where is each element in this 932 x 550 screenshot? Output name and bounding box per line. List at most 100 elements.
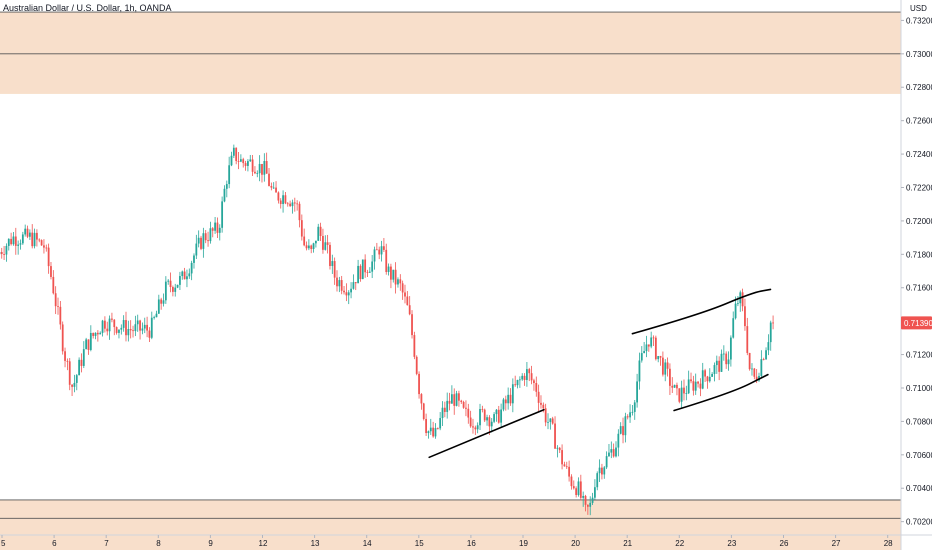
candle-body xyxy=(636,381,638,403)
candle xyxy=(375,242,378,251)
candle xyxy=(373,246,376,270)
candle xyxy=(33,228,36,249)
candle-body xyxy=(268,173,270,186)
candle xyxy=(61,321,64,355)
candle-body xyxy=(722,353,725,355)
trendline-1[interactable] xyxy=(428,408,545,459)
candle xyxy=(143,317,146,334)
candle xyxy=(209,221,212,244)
candle-body xyxy=(275,187,277,193)
candle-body xyxy=(150,317,153,338)
candle-body xyxy=(521,375,524,380)
candle xyxy=(523,373,526,386)
candle xyxy=(132,325,134,338)
candle-body xyxy=(19,243,22,245)
candle-body xyxy=(460,400,463,403)
candle xyxy=(129,320,132,339)
candle-body xyxy=(249,159,252,162)
candle xyxy=(411,310,413,339)
zone-4 xyxy=(0,518,901,550)
candle xyxy=(247,159,249,172)
candle-body xyxy=(425,418,427,434)
candle-body xyxy=(364,259,367,273)
candle xyxy=(92,332,95,339)
candle-body xyxy=(537,391,540,403)
candle xyxy=(762,357,765,361)
candle xyxy=(591,492,594,505)
candle xyxy=(193,253,195,269)
candle xyxy=(75,374,78,391)
candle-body xyxy=(772,322,774,324)
candle-body xyxy=(500,409,503,423)
candle-body xyxy=(237,161,240,162)
candle-body xyxy=(654,337,657,360)
candle-body xyxy=(547,421,549,423)
candle xyxy=(673,384,676,388)
candle-body xyxy=(483,409,486,421)
candle xyxy=(0,247,3,259)
candle-body xyxy=(5,245,8,255)
candle-body xyxy=(73,382,76,387)
candle xyxy=(120,324,123,335)
candle-body xyxy=(737,303,739,305)
candle xyxy=(254,166,256,175)
candle xyxy=(329,242,331,270)
candle-body xyxy=(664,362,667,375)
candle-body xyxy=(706,376,709,382)
candle-body xyxy=(591,497,594,503)
candle xyxy=(694,373,697,395)
candle xyxy=(711,372,714,377)
candle-body xyxy=(157,299,160,314)
time-tick-label: 20 xyxy=(571,539,580,548)
time-axis[interactable]: 5 6 7 8 9 12 13 14 15 16 19 20 21 22 23 26 27 28 xyxy=(1,535,893,548)
candle xyxy=(183,267,186,280)
candle xyxy=(195,234,198,260)
candle-body xyxy=(612,449,615,457)
trendlines-layer[interactable] xyxy=(428,288,772,459)
candle xyxy=(200,235,202,251)
candle xyxy=(530,365,533,385)
candle xyxy=(19,239,22,250)
candle xyxy=(164,276,167,304)
candle xyxy=(443,401,446,418)
candle xyxy=(669,363,671,395)
candle-body xyxy=(239,159,242,162)
candle-body xyxy=(279,200,282,204)
candle xyxy=(570,474,573,490)
candle xyxy=(52,270,55,295)
candle-body xyxy=(354,282,357,284)
candle-body xyxy=(765,350,767,360)
candle-body xyxy=(277,192,280,201)
candle xyxy=(540,395,542,409)
candle xyxy=(148,327,151,343)
candle xyxy=(190,260,193,281)
candle-body xyxy=(190,262,193,274)
candle xyxy=(286,202,289,207)
candle xyxy=(572,480,575,490)
candle-body xyxy=(516,379,519,386)
candle-body xyxy=(214,222,216,231)
candle xyxy=(432,421,435,438)
candle xyxy=(479,403,481,430)
candle-body xyxy=(586,504,589,507)
candle xyxy=(727,351,730,371)
trendline-3[interactable] xyxy=(673,373,769,412)
last-price-label: 0.71390 xyxy=(904,319,932,328)
candle-body xyxy=(744,306,746,327)
trendline-2[interactable] xyxy=(631,288,772,335)
candle xyxy=(753,367,756,380)
candle xyxy=(298,201,301,228)
candle-body xyxy=(751,368,753,370)
candle-body xyxy=(453,394,456,406)
candle-body xyxy=(551,418,554,424)
candle xyxy=(244,160,247,171)
candle-body xyxy=(394,269,397,285)
candle xyxy=(171,285,174,297)
candle xyxy=(467,403,470,424)
candle xyxy=(645,335,648,358)
candle-body xyxy=(57,306,59,307)
